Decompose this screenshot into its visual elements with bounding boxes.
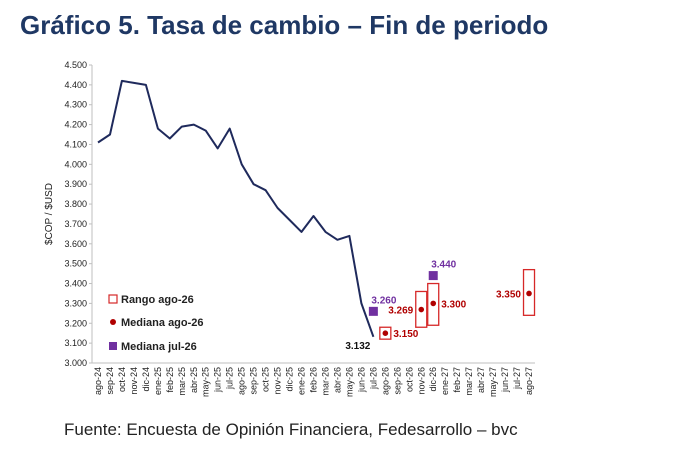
- x-tick-label: abr-26: [332, 367, 342, 393]
- median-ago26-label: 3.269: [388, 306, 413, 317]
- x-tick-label: ago-25: [237, 367, 247, 395]
- x-tick-label: may-27: [488, 367, 498, 397]
- median-ago26-label: 3.150: [393, 329, 418, 340]
- y-tick-label: 3.200: [64, 318, 87, 328]
- chart-title: Gráfico 5. Tasa de cambio – Fin de perio…: [20, 10, 549, 40]
- range-box: [427, 282, 440, 326]
- exchange-rate-line: [97, 79, 375, 338]
- y-tick-label: 4.100: [64, 139, 87, 149]
- x-tick-label: dic-26: [428, 367, 438, 392]
- marks-layer: 3.150 3.269 3.300 3.350 3.260 3.440 3.132: [345, 260, 536, 352]
- x-tick-label: oct-25: [261, 367, 271, 392]
- y-tick-label: 3.500: [64, 259, 87, 269]
- median-jul26-point: [428, 271, 438, 281]
- x-tick-label: ago-26: [380, 367, 390, 395]
- x-tick-label: ago-27: [524, 367, 534, 395]
- series-layer: [97, 79, 375, 338]
- median-ago26-label: 3.300: [441, 299, 466, 310]
- x-tick-label: mar-26: [320, 367, 330, 396]
- x-tick-label: abr-27: [476, 367, 486, 393]
- y-tick-label: 3.600: [64, 239, 87, 249]
- x-tick-label: ago-24: [93, 367, 103, 395]
- x-tick-label: jul-27: [512, 367, 522, 390]
- x-tick-label: feb-26: [309, 367, 319, 393]
- y-tick-label: 3.700: [64, 219, 87, 229]
- range-box: [522, 268, 536, 316]
- x-tick-label: feb-27: [452, 367, 462, 393]
- x-tick-label: may-25: [201, 367, 211, 397]
- x-tick-label: abr-25: [189, 367, 199, 393]
- x-tick-label: ene-25: [153, 367, 163, 395]
- x-tick-label: ene-26: [297, 367, 307, 395]
- x-tick-label: sep-26: [392, 367, 402, 395]
- y-tick-label: 4.500: [64, 60, 87, 70]
- x-tick-label: jun-25: [213, 367, 223, 393]
- x-axis: ago-24 sep-24 oct-24 nov-24 dic-24 ene-25 feb-…: [93, 367, 534, 397]
- y-tick-label: 3.400: [64, 279, 87, 289]
- median-ago26-point: [526, 290, 532, 297]
- median-ago26-point: [418, 306, 425, 313]
- legend-median-jul26-label: Mediana jul-26: [121, 341, 197, 353]
- x-tick-label: mar-25: [177, 367, 187, 396]
- x-tick-label: oct-26: [404, 367, 414, 392]
- y-tick-label: 3.800: [64, 199, 87, 209]
- x-tick-label: dic-25: [285, 367, 295, 392]
- median-ago26-point: [430, 300, 437, 307]
- x-tick-label: dic-24: [141, 367, 151, 392]
- range-box: [379, 326, 392, 340]
- plot-frame: [91, 65, 535, 364]
- range-box: [415, 290, 428, 328]
- x-tick-label: sep-25: [249, 367, 259, 395]
- y-tick-label: 4.300: [64, 100, 87, 110]
- legend-median-jul26-swatch: [109, 342, 117, 350]
- legend-median-ago26-label: Mediana ago-26: [121, 317, 204, 329]
- x-tick-label: jun-27: [500, 367, 510, 393]
- y-tick-label: 4.400: [64, 80, 87, 90]
- x-tick-label: nov-24: [129, 367, 139, 395]
- x-tick-label: ene-27: [440, 367, 450, 395]
- x-tick-label: mar-27: [464, 367, 474, 396]
- y-axis-label: $COP / $USD: [44, 183, 55, 245]
- median-jul26-point: [368, 306, 378, 316]
- y-axis: 3.000 3.100 3.200 3.300 3.400 3.500 3.600 3.700…: [64, 60, 92, 368]
- x-tick-label: jul-25: [225, 367, 235, 390]
- x-tick-label: oct-24: [117, 367, 127, 392]
- y-tick-label: 3.100: [64, 338, 87, 348]
- y-tick-label: 3.000: [64, 358, 87, 368]
- median-jul26-label: 3.440: [431, 260, 456, 271]
- source-note: Fuente: Encuesta de Opinión Financiera, …: [64, 420, 518, 439]
- x-tick-label: jun-26: [356, 367, 366, 393]
- x-tick-label: nov-26: [416, 367, 426, 395]
- x-tick-label: jul-26: [368, 367, 378, 390]
- y-tick-label: 4.200: [64, 120, 87, 130]
- y-tick-label: 3.300: [64, 298, 87, 308]
- x-tick-label: nov-25: [273, 367, 283, 395]
- y-tick-label: 4.000: [64, 159, 87, 169]
- median-ago26-point: [382, 330, 389, 337]
- x-tick-label: may-26: [344, 367, 354, 397]
- y-tick-label: 3.900: [64, 179, 87, 189]
- legend-range-label: Rango ago-26: [121, 294, 194, 306]
- median-jul26-label: 3.260: [371, 295, 396, 306]
- x-tick-label: sep-24: [105, 367, 115, 395]
- last-value-label: 3.132: [345, 341, 370, 352]
- x-tick-label: feb-25: [165, 367, 175, 393]
- legend-median-ago26-swatch: [110, 319, 116, 325]
- median-ago26-label: 3.350: [496, 289, 521, 300]
- legend: Rango ago-26 Mediana ago-26 Mediana jul-…: [108, 294, 204, 353]
- legend-range-swatch: [108, 294, 118, 304]
